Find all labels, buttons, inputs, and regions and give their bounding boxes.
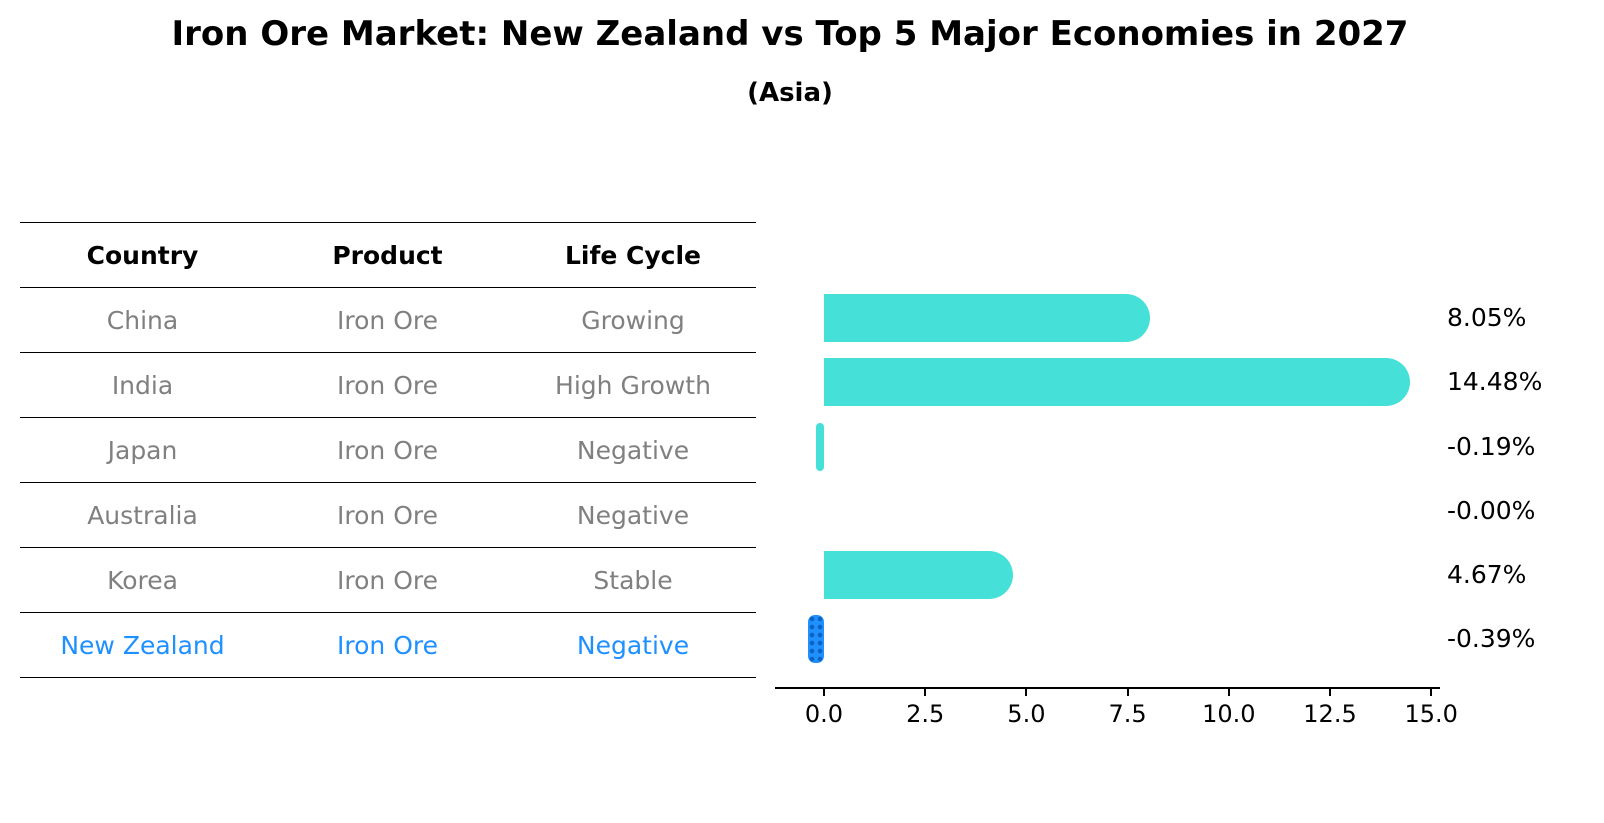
bar-china (824, 294, 1150, 342)
table-row-highlight-new-zealand: New Zealand Iron Ore Negative (20, 612, 756, 678)
value-label: -0.00% (1447, 496, 1536, 525)
table-row: Korea Iron Ore Stable (20, 547, 756, 612)
cell-product: Iron Ore (337, 435, 438, 465)
cell-country: Australia (87, 500, 198, 530)
cell-product: Iron Ore (337, 630, 438, 660)
cell-country: Japan (107, 435, 178, 465)
chart-title: Iron Ore Market: New Zealand vs Top 5 Ma… (171, 14, 1409, 54)
value-label: -0.19% (1447, 432, 1536, 461)
cell-country: China (106, 305, 179, 335)
cell-life-cycle: Negative (576, 500, 690, 530)
x-axis-tick (1329, 687, 1331, 696)
x-axis-tick-label: 15.0 (1404, 700, 1458, 728)
x-axis-tick (924, 687, 927, 696)
chart-subtitle: (Asia) (747, 78, 833, 108)
table-row: India Iron Ore High Growth (20, 352, 756, 417)
table-header-row: Country Product Life Cycle (20, 222, 756, 287)
x-axis-tick (1430, 687, 1433, 696)
cell-life-cycle: High Growth (555, 370, 711, 400)
table-row: Australia Iron Ore Negative (20, 482, 756, 547)
country-table: Country Product Life Cycle China Iron Or… (20, 222, 756, 678)
cell-country: India (111, 370, 174, 400)
table-row: China Iron Ore Growing (20, 287, 756, 352)
x-axis-tick (1227, 687, 1230, 696)
x-axis-tick-label: 5.0 (1007, 700, 1046, 728)
x-axis-tick-label: 7.5 (1108, 700, 1147, 728)
x-axis-tick-label: 2.5 (906, 700, 945, 728)
bar-chart-plot-area: 8.05% 14.48% -0.19% -0.00% 4.67% -0.39% 0.0 2.5… (775, 280, 1542, 728)
bar-japan (816, 423, 824, 471)
cell-product: Iron Ore (337, 500, 438, 530)
col-header-life-cycle: Life Cycle (564, 240, 702, 270)
bar-india (824, 358, 1411, 406)
x-axis-tick-label: 0.0 (804, 700, 844, 728)
col-header-product: Product (332, 240, 443, 270)
bar-korea (824, 551, 1014, 599)
value-label: 14.48% (1447, 367, 1543, 396)
cell-country: Korea (107, 565, 178, 595)
cell-product: Iron Ore (337, 305, 438, 335)
cell-product: Iron Ore (337, 370, 438, 400)
x-axis-tick (1025, 687, 1028, 696)
cell-life-cycle: Negative (576, 630, 690, 660)
cell-life-cycle: Stable (593, 565, 673, 595)
col-header-country: Country (86, 240, 199, 270)
cell-life-cycle: Negative (576, 435, 690, 465)
x-axis-tick-label: 10.0 (1202, 700, 1256, 728)
x-axis-tick (1126, 687, 1129, 696)
value-label: 4.67% (1447, 560, 1527, 589)
value-label: 8.05% (1447, 303, 1527, 332)
x-axis-tick-label: 12.5 (1303, 700, 1357, 728)
x-axis-tick (823, 687, 825, 696)
cell-life-cycle: Growing (581, 305, 685, 335)
bar-new-zealand (808, 615, 824, 663)
table-row: Japan Iron Ore Negative (20, 417, 756, 482)
cell-product: Iron Ore (337, 565, 438, 595)
cell-country: New Zealand (60, 630, 225, 660)
value-label: -0.39% (1447, 624, 1536, 653)
